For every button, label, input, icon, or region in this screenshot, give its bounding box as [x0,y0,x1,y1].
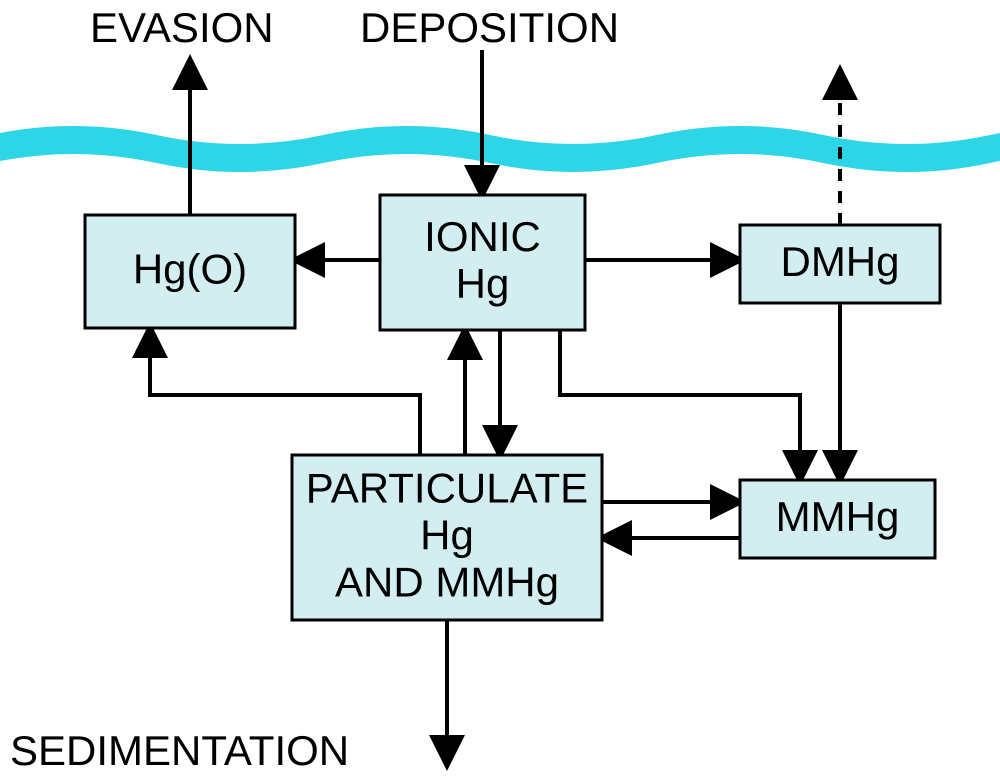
node-part-label: PARTICULATE [306,465,588,512]
node-mmhg: MMHg [740,480,935,558]
node-ionic: IONICHg [380,195,585,330]
node-hg0: Hg(O) [85,215,295,328]
node-part: PARTICULATEHgAND MMHg [292,455,602,620]
node-part-label: AND MMHg [335,559,559,606]
node-dmhg-label: DMHg [780,238,899,285]
label-deposition: DEPOSITION [360,4,619,51]
node-hg0-label: Hg(O) [133,246,247,293]
water-surface [0,126,1000,172]
node-ionic-label: IONIC [424,213,541,260]
edge-part-to-hg0 [150,328,420,455]
label-evasion: EVASION [90,4,274,51]
node-ionic-label: Hg [456,260,510,307]
node-dmhg: DMHg [740,225,940,303]
label-sedimentation: SEDIMENTATION [10,727,349,774]
node-part-label: Hg [420,512,474,559]
node-mmhg-label: MMHg [776,493,900,540]
